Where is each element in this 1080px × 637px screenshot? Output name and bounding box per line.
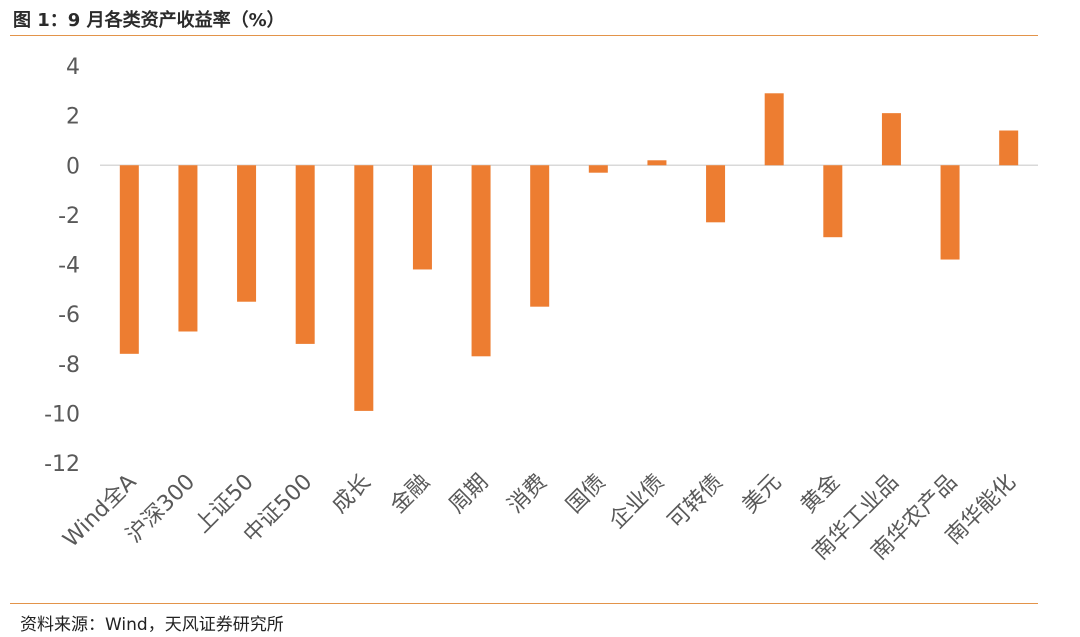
bar [647, 160, 667, 166]
bar [295, 165, 315, 344]
bar [881, 113, 901, 166]
source-note: 资料来源：Wind，天风证券研究所 [20, 615, 284, 635]
bar [119, 165, 139, 354]
x-tick-label: Wind全A [59, 470, 142, 553]
y-axis-ticks: 4 2 0 -2 -4 -6 -8 -10 -12 [44, 55, 80, 477]
y-tick-label: -2 [58, 204, 80, 229]
y-tick-label: 0 [66, 154, 80, 179]
figure-title: 图 1：9 月各类资产收益率（%） [13, 10, 285, 31]
x-tick-label: 周期 [445, 470, 494, 519]
y-tick-label: -8 [58, 353, 80, 378]
y-tick-label: -4 [58, 254, 80, 279]
bar [178, 165, 198, 332]
bottom-rule [10, 603, 1038, 604]
bar [412, 165, 432, 270]
bar [823, 165, 843, 238]
y-tick-label: -12 [44, 452, 80, 477]
x-tick-label: 成长 [327, 470, 376, 519]
bar [706, 165, 726, 223]
x-tick-label: 美元 [738, 470, 787, 519]
bar [999, 130, 1019, 166]
x-tick-label: 黄金 [796, 470, 845, 519]
x-tick-label: 可转债 [663, 470, 727, 534]
bar [764, 93, 784, 166]
y-tick-label: 4 [66, 55, 80, 80]
bar [530, 165, 550, 307]
bars [119, 93, 1019, 411]
x-tick-label: 消费 [503, 470, 552, 519]
top-rule [10, 35, 1038, 36]
bar [588, 165, 608, 173]
y-tick-label: 2 [66, 105, 80, 130]
bar [237, 165, 257, 302]
bar [940, 165, 960, 260]
y-tick-label: -6 [58, 303, 80, 328]
bar [471, 165, 491, 357]
x-tick-label: 企业债 [605, 470, 669, 534]
y-tick-label: -10 [44, 402, 80, 427]
x-tick-label: 国债 [562, 470, 611, 519]
x-tick-label: 金融 [386, 470, 435, 519]
bar [354, 165, 374, 411]
